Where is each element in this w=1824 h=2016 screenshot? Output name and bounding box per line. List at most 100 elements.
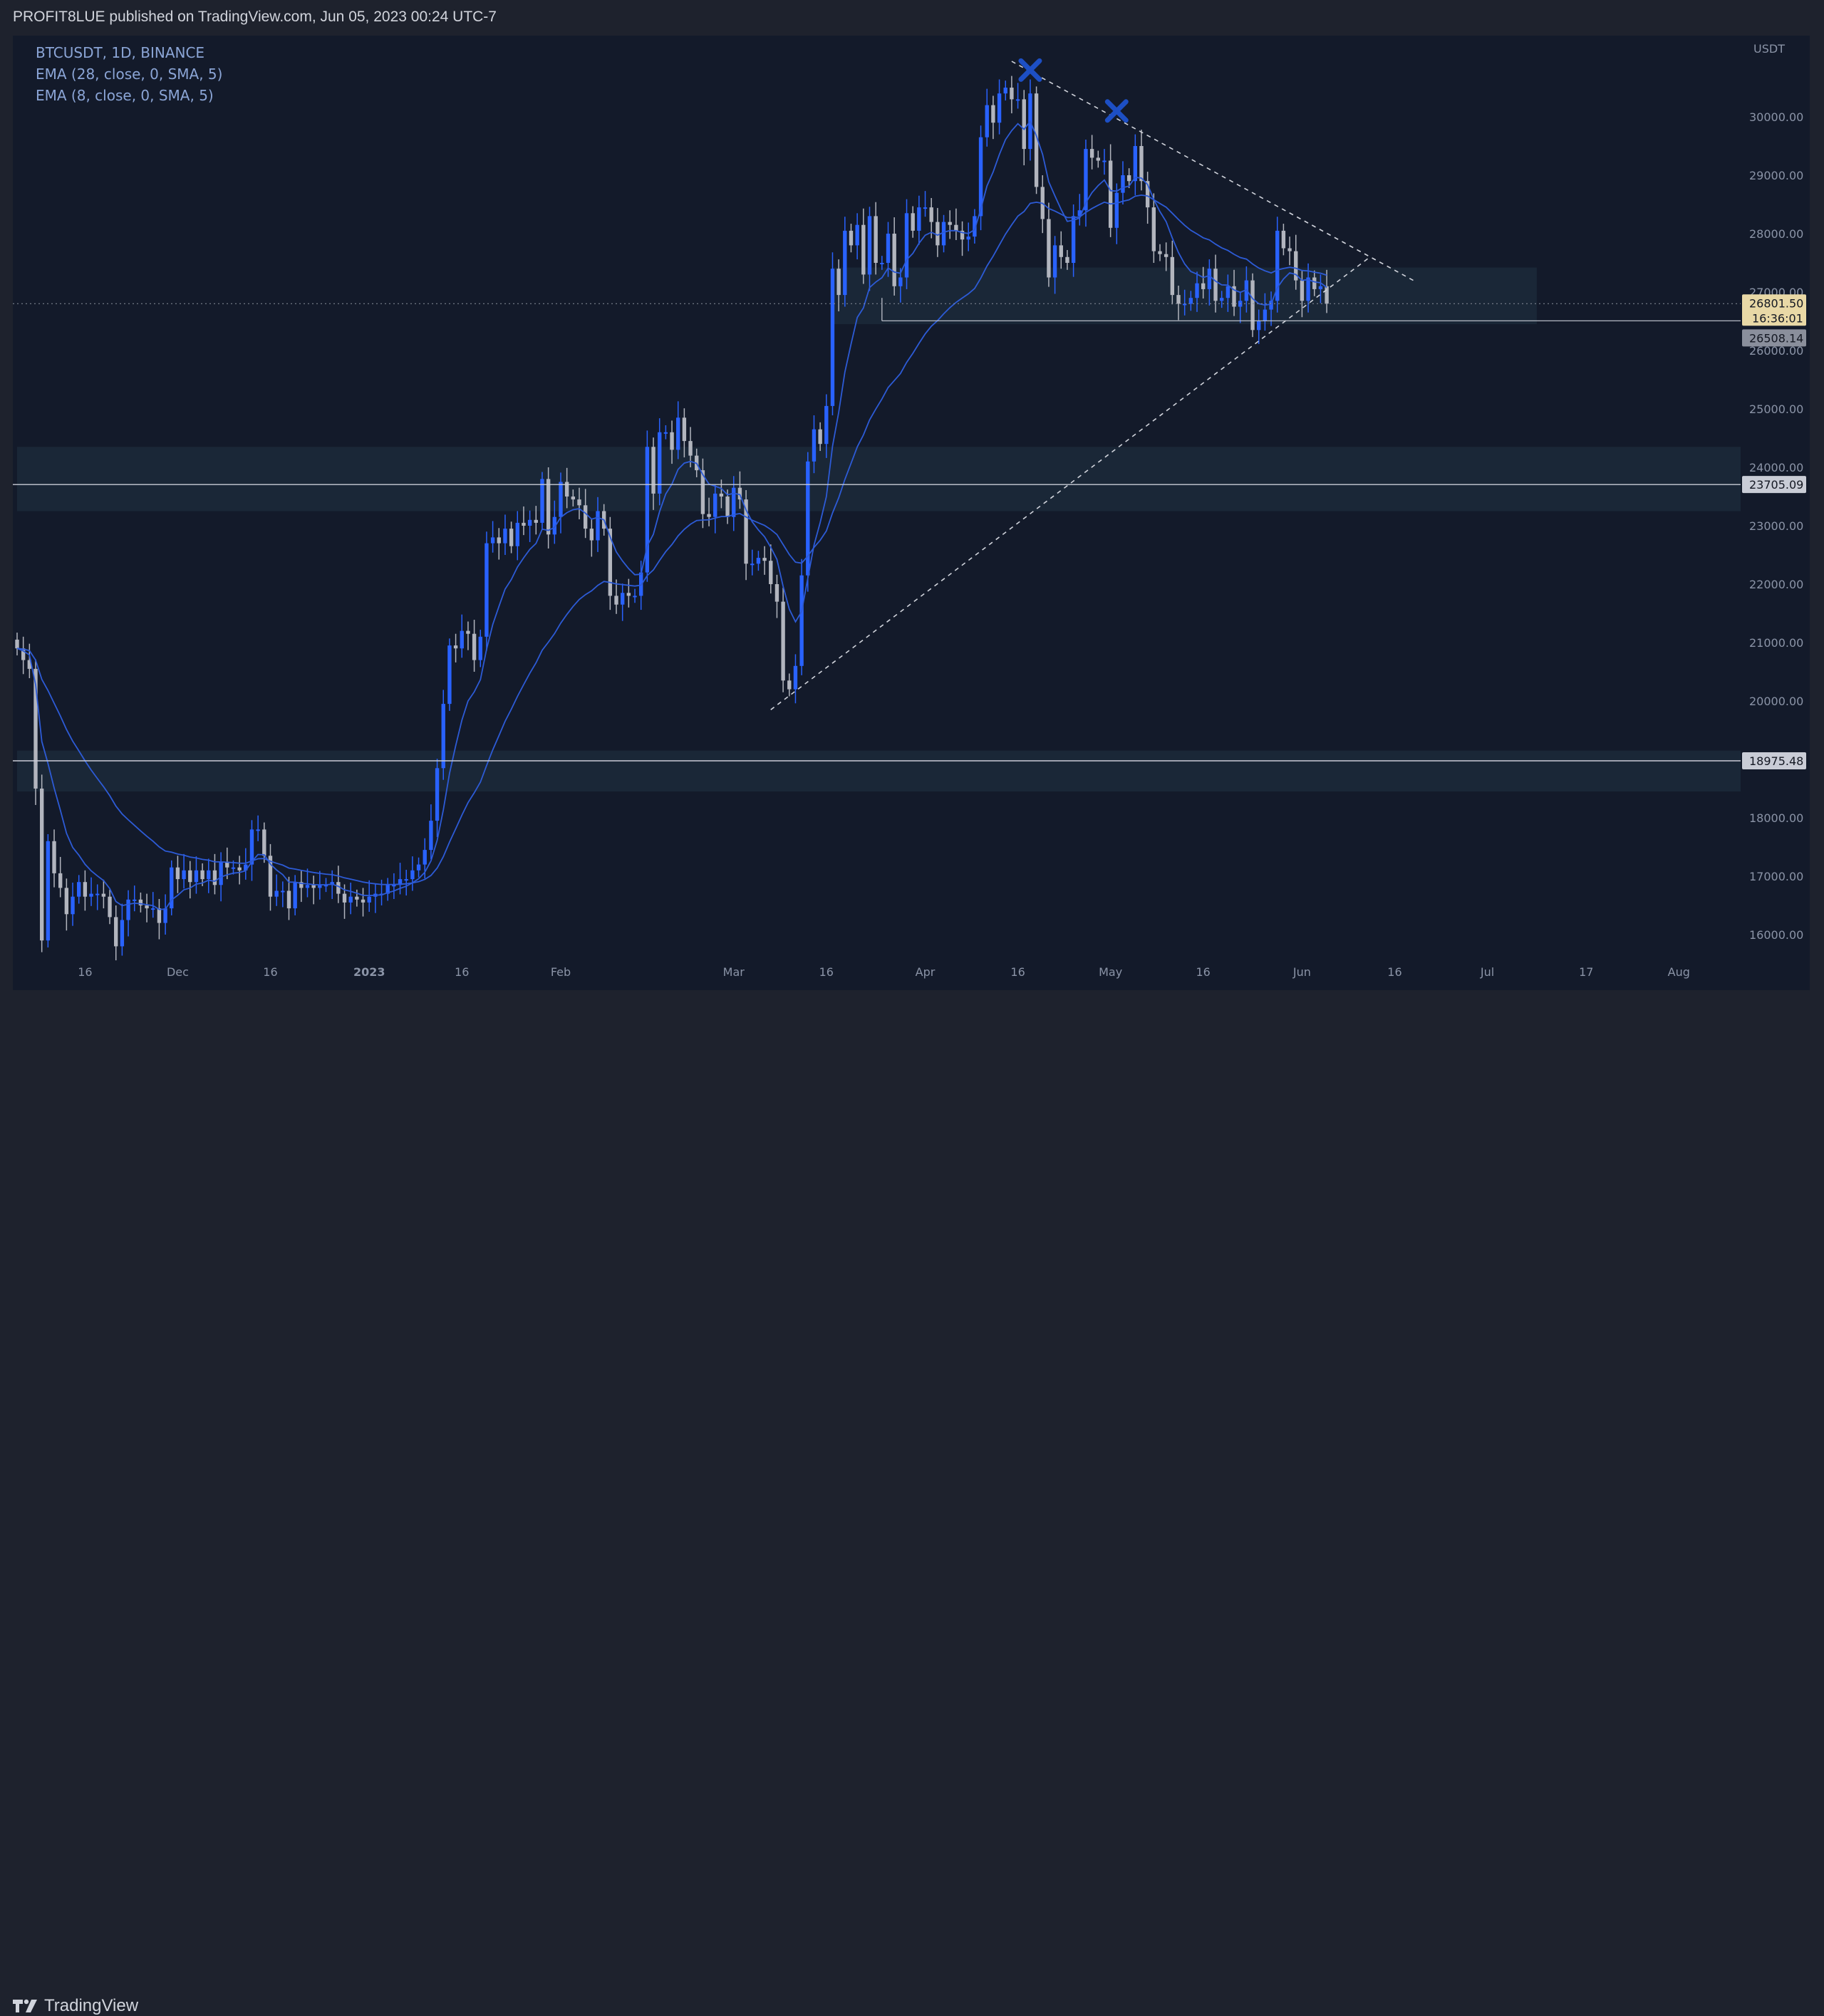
candle	[385, 878, 390, 901]
candle-body	[1263, 309, 1268, 321]
candle	[336, 866, 341, 903]
tradingview-logo[interactable]: TradingView	[13, 1996, 138, 2016]
candle-body	[793, 665, 798, 690]
x-tick-label: 16	[78, 965, 92, 979]
candle-body	[342, 893, 347, 903]
y-tick-label: 16000.00	[1749, 928, 1803, 942]
candle-body	[1275, 230, 1280, 301]
publish-header: PROFIT8LUE published on TradingView.com,…	[0, 0, 1824, 34]
candle-body	[1108, 160, 1113, 228]
candle-body	[138, 899, 143, 905]
ema-28-line	[16, 194, 1327, 885]
candle-body	[453, 645, 458, 649]
candle-body	[978, 137, 983, 217]
candle	[207, 858, 211, 893]
y-tick-label: 23000.00	[1749, 519, 1803, 533]
candle	[151, 892, 155, 918]
candle-body	[762, 558, 767, 561]
price-tag-value: 18975.48	[1749, 754, 1803, 768]
candle-body	[1139, 146, 1144, 182]
candle	[497, 528, 501, 560]
candle-body	[874, 216, 878, 263]
candle	[923, 191, 928, 217]
candle-body	[509, 529, 514, 546]
candle-body	[268, 856, 273, 897]
candle-body	[1126, 175, 1131, 182]
candle-body	[281, 890, 285, 893]
legend-symbol[interactable]: BTCUSDT, 1D, BINANCE	[36, 44, 205, 61]
candle-body	[1145, 181, 1150, 208]
candle-body	[244, 864, 248, 871]
x-tick-label: 16	[455, 965, 469, 979]
candle	[1220, 291, 1224, 308]
candle	[917, 195, 921, 245]
candle-body	[911, 213, 915, 231]
candle-body	[101, 893, 106, 897]
candle	[651, 437, 656, 510]
candle	[120, 903, 125, 956]
legend-ema8[interactable]: EMA (8, close, 0, SMA, 5)	[36, 87, 214, 104]
candle	[416, 857, 421, 878]
candle-body	[744, 499, 748, 564]
candle	[688, 427, 693, 467]
candle	[225, 847, 229, 880]
candle	[114, 905, 118, 961]
candle	[1170, 240, 1175, 305]
candle-body	[299, 882, 304, 888]
candle	[441, 690, 445, 780]
candle	[466, 621, 470, 650]
candle-body	[583, 505, 588, 529]
candle	[1263, 293, 1268, 331]
price-tag-value: 23705.09	[1749, 478, 1803, 492]
zone-1	[17, 447, 1741, 511]
candle	[58, 856, 63, 898]
candle	[1145, 172, 1150, 224]
candle	[145, 893, 149, 923]
candle-body	[182, 870, 186, 880]
legend-ema28[interactable]: EMA (28, close, 0, SMA, 5)	[36, 66, 223, 83]
candle-body	[1220, 298, 1224, 301]
candle	[453, 633, 458, 663]
candle	[126, 890, 130, 937]
candle	[1096, 150, 1100, 168]
candle	[101, 879, 106, 909]
candle-body	[286, 890, 291, 909]
price-chart[interactable]: 16000.0017000.0018000.0019000.0020000.00…	[13, 36, 1810, 990]
candle	[936, 207, 940, 257]
candle	[1281, 224, 1286, 256]
candle-body	[1182, 303, 1187, 306]
candle-body	[626, 593, 631, 596]
level-price-tag: 26508.14	[1742, 329, 1806, 347]
candle-body	[1306, 277, 1310, 301]
candle-body	[707, 514, 711, 517]
y-tick-label: 29000.00	[1749, 169, 1803, 182]
candle	[1250, 273, 1255, 338]
candle	[1102, 149, 1107, 175]
candle	[1028, 79, 1032, 161]
candle	[663, 425, 668, 440]
candle-body	[27, 660, 32, 669]
candle-body	[577, 499, 581, 506]
candle-body	[1294, 251, 1298, 281]
candle	[188, 861, 192, 899]
x-tick-label: 16	[819, 965, 834, 979]
tradingview-brand: TradingView	[44, 1996, 139, 2015]
candle-body	[1121, 175, 1125, 193]
candle	[1226, 274, 1230, 312]
candle	[1312, 270, 1317, 296]
candle-body	[1250, 280, 1255, 331]
candle	[546, 467, 551, 549]
candle	[552, 500, 556, 544]
candle	[806, 452, 810, 592]
candle-body	[1207, 269, 1212, 289]
zone-2	[17, 750, 1741, 792]
candle	[818, 422, 822, 452]
candle	[1047, 202, 1051, 287]
candle	[83, 870, 88, 911]
chart-pane[interactable]: 16000.0017000.0018000.0019000.0020000.00…	[13, 36, 1810, 990]
candle	[286, 876, 291, 920]
candle	[249, 820, 254, 881]
price-tag-box	[1742, 329, 1806, 347]
candle	[361, 888, 366, 917]
y-tick-label: 21000.00	[1749, 636, 1803, 650]
